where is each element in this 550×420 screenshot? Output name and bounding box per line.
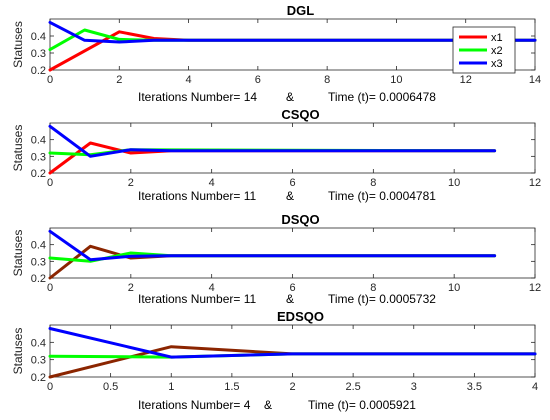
- subplot-title: EDSQO: [277, 309, 324, 324]
- y-axis-label: Statuses: [11, 125, 25, 172]
- x-tick-label: 1.5: [224, 381, 239, 393]
- x-tick-label: 0.5: [103, 381, 118, 393]
- x-tick-label: 2: [128, 177, 134, 189]
- x-axis-label-separator: &: [286, 90, 294, 104]
- x-tick-label: 3.5: [467, 381, 482, 393]
- y-axis-label: Statuses: [11, 21, 25, 68]
- x-tick-label: 4: [209, 282, 215, 294]
- y-tick-label: 0.4: [31, 337, 46, 349]
- x-tick-label: 12: [529, 177, 541, 189]
- y-tick-label: 0.4: [31, 240, 46, 252]
- x-tick-label: 12: [460, 74, 472, 86]
- x-tick-label: 8: [324, 74, 330, 86]
- x-tick-label: 3: [411, 381, 417, 393]
- x-tick-label: 8: [370, 177, 376, 189]
- x-tick-label: 2: [116, 74, 122, 86]
- y-tick-label: 0.2: [31, 372, 46, 384]
- legend-label-x3: x3: [491, 58, 503, 70]
- series-line-x3: [48, 20, 537, 44]
- subplot-edsqo: EDSQO 0.2 0.3 0.4 0 0.5 1 1.5 2 2.5 3 3.5 4 Statuses I…: [11, 309, 538, 412]
- x-tick-label: 2.5: [345, 381, 360, 393]
- legend-label-x1: x1: [491, 32, 503, 44]
- x-tick-label: 10: [448, 177, 460, 189]
- series-line-x3: [48, 124, 497, 158]
- x-axis-label-time: Time (t)= 0.0004781: [328, 189, 436, 203]
- y-axis-label: Statuses: [11, 328, 25, 375]
- x-tick-label: 10: [390, 74, 402, 86]
- x-axis-label-time: Time (t)= 0.0005921: [308, 398, 416, 412]
- x-tick-label: 6: [289, 177, 295, 189]
- subplot-csqo: CSQO 0.2 0.3 0.4 0 2 4 6 8 10 12 Statuses Iterations…: [11, 107, 541, 203]
- x-tick-label: 4: [209, 177, 215, 189]
- y-tick-label: 0.4: [31, 31, 46, 43]
- x-axis-label-time: Time (t)= 0.0006478: [328, 90, 436, 104]
- x-tick-label: 12: [529, 282, 541, 294]
- y-tick-label: 0.3: [31, 256, 46, 268]
- x-tick-label: 2: [128, 282, 134, 294]
- x-tick-label: 0: [47, 74, 53, 86]
- plot-area: [49, 227, 536, 279]
- x-tick-label: 4: [186, 74, 192, 86]
- subplot-title: DSQO: [281, 212, 319, 227]
- x-tick-label: 14: [529, 74, 541, 86]
- subplot-title: CSQO: [281, 107, 319, 122]
- y-tick-label: 0.2: [31, 273, 46, 285]
- x-axis-label-separator: &: [286, 189, 294, 203]
- x-axis-label-separator: &: [286, 292, 294, 306]
- x-tick-label: 0: [47, 381, 53, 393]
- y-tick-label: 0.2: [31, 65, 46, 77]
- y-tick-label: 0.3: [31, 151, 46, 163]
- x-tick-label: 0: [47, 177, 53, 189]
- y-tick-label: 0.2: [31, 168, 46, 180]
- plot-area: [49, 122, 536, 174]
- x-tick-label: 6: [255, 74, 261, 86]
- x-tick-label: 8: [370, 282, 376, 294]
- x-tick-label: 6: [289, 282, 295, 294]
- x-tick-label: 0: [47, 282, 53, 294]
- subplot-dgl: DGL 0.2 0.3 0.4 0 2 4 6 8 10 12 14 Statuses Iteration…: [11, 3, 541, 104]
- x-tick-label: 4: [532, 381, 538, 393]
- subplot-title: DGL: [287, 3, 315, 18]
- legend-label-x2: x2: [491, 45, 503, 57]
- x-tick-label: 10: [448, 282, 460, 294]
- x-axis-label-iterations: Iterations Number= 11: [138, 189, 256, 203]
- plot-area: [49, 324, 536, 378]
- y-tick-label: 0.3: [31, 355, 46, 367]
- y-axis-label: Statuses: [11, 230, 25, 277]
- y-tick-label: 0.4: [31, 135, 46, 147]
- series-line-x3: [48, 327, 537, 359]
- y-tick-label: 0.3: [31, 48, 46, 60]
- x-axis-label-time: Time (t)= 0.0005732: [328, 292, 436, 306]
- x-axis-label-iterations: Iterations Number= 11: [138, 292, 256, 306]
- x-axis-label-separator: &: [264, 398, 272, 412]
- x-axis-label-iterations: Iterations Number= 14: [138, 90, 257, 104]
- x-tick-label: 2: [289, 381, 295, 393]
- series-line-x3: [48, 229, 497, 262]
- x-tick-label: 1: [168, 381, 174, 393]
- subplot-dsqo: DSQO 0.2 0.3 0.4 0 2 4 6 8 10 12 Statuses Iterations…: [11, 212, 541, 306]
- x-axis-label-iterations: Iterations Number= 4: [138, 398, 251, 412]
